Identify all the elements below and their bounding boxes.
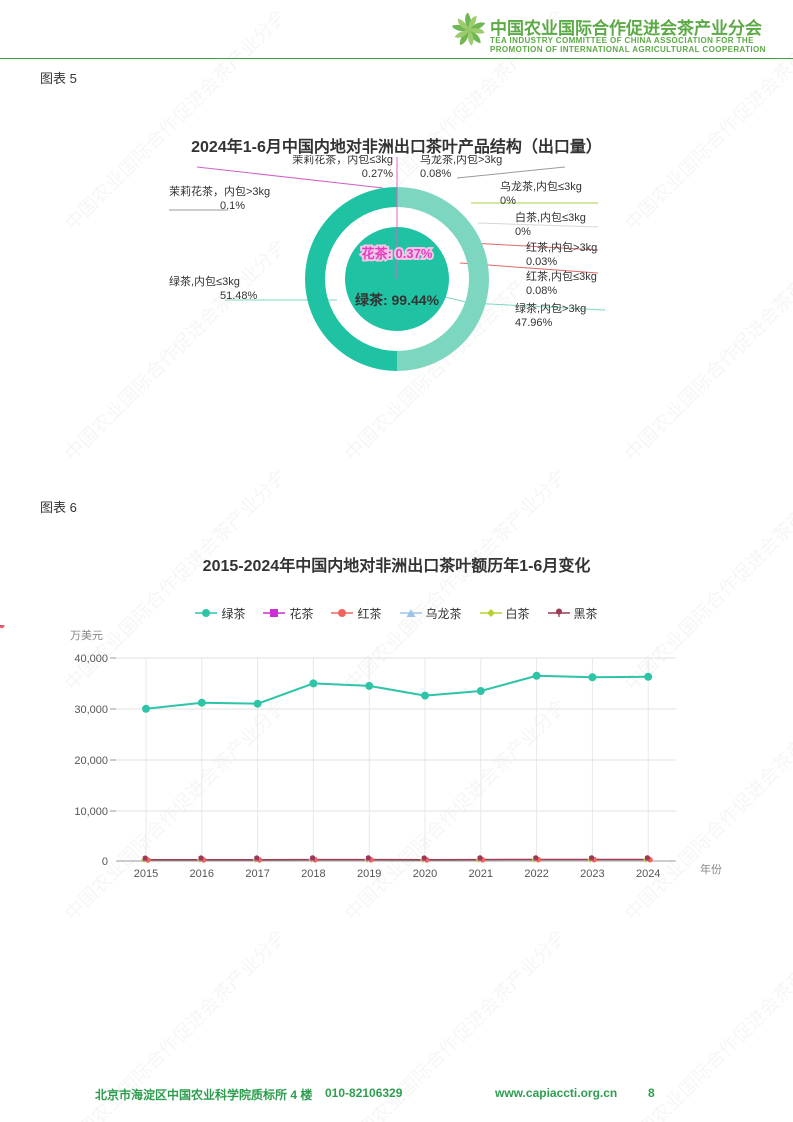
svg-text:0.08%: 0.08% [420,168,451,180]
svg-text:2024: 2024 [636,868,660,880]
svg-text:51.48%: 51.48% [220,290,258,302]
svg-text:绿茶,内包>3kg: 绿茶,内包>3kg [515,301,586,315]
svg-text:2020: 2020 [413,868,437,880]
svg-text:47.96%: 47.96% [515,317,553,329]
svg-text:2018: 2018 [301,868,325,880]
svg-text:0: 0 [102,856,108,868]
svg-text:乌龙茶,内包>3kg: 乌龙茶,内包>3kg [420,155,502,166]
svg-text:0%: 0% [515,226,531,238]
svg-text:万美元: 万美元 [70,629,103,642]
svg-text:2016: 2016 [190,868,214,880]
svg-text:20,000: 20,000 [74,755,108,767]
svg-text:2015: 2015 [134,868,158,880]
svg-text:年份: 年份 [700,862,722,876]
svg-text:2022: 2022 [524,868,548,880]
svg-text:2021: 2021 [469,868,493,880]
svg-text:0.08%: 0.08% [526,285,557,297]
svg-text:乌龙茶,内包≤3kg: 乌龙茶,内包≤3kg [500,179,582,193]
svg-text:0.1%: 0.1% [220,200,245,212]
svg-text:白茶,内包≤3kg: 白茶,内包≤3kg [515,210,586,224]
svg-text:0.27%: 0.27% [362,168,393,180]
svg-text:茉莉花茶，内包≤3kg: 茉莉花茶，内包≤3kg [292,155,393,166]
svg-text:10,000: 10,000 [74,806,108,818]
svg-text:2017: 2017 [245,868,269,880]
svg-text:绿茶,内包≤3kg: 绿茶,内包≤3kg [169,274,240,288]
svg-text:茉莉花茶，内包>3kg: 茉莉花茶，内包>3kg [169,184,270,198]
svg-text:40,000: 40,000 [74,653,108,665]
svg-text:绿茶: 99.44%: 绿茶: 99.44% [355,292,440,308]
svg-text:红茶,内包>3kg: 红茶,内包>3kg [526,240,597,254]
svg-text:花茶: 0.37%: 花茶: 0.37% [362,246,433,261]
svg-text:红茶,内包≤3kg: 红茶,内包≤3kg [526,269,597,283]
svg-text:30,000: 30,000 [74,704,108,716]
svg-text:2019: 2019 [357,868,381,880]
svg-text:0.03%: 0.03% [526,256,557,268]
svg-text:2023: 2023 [580,868,604,880]
svg-text:0%: 0% [500,195,516,207]
